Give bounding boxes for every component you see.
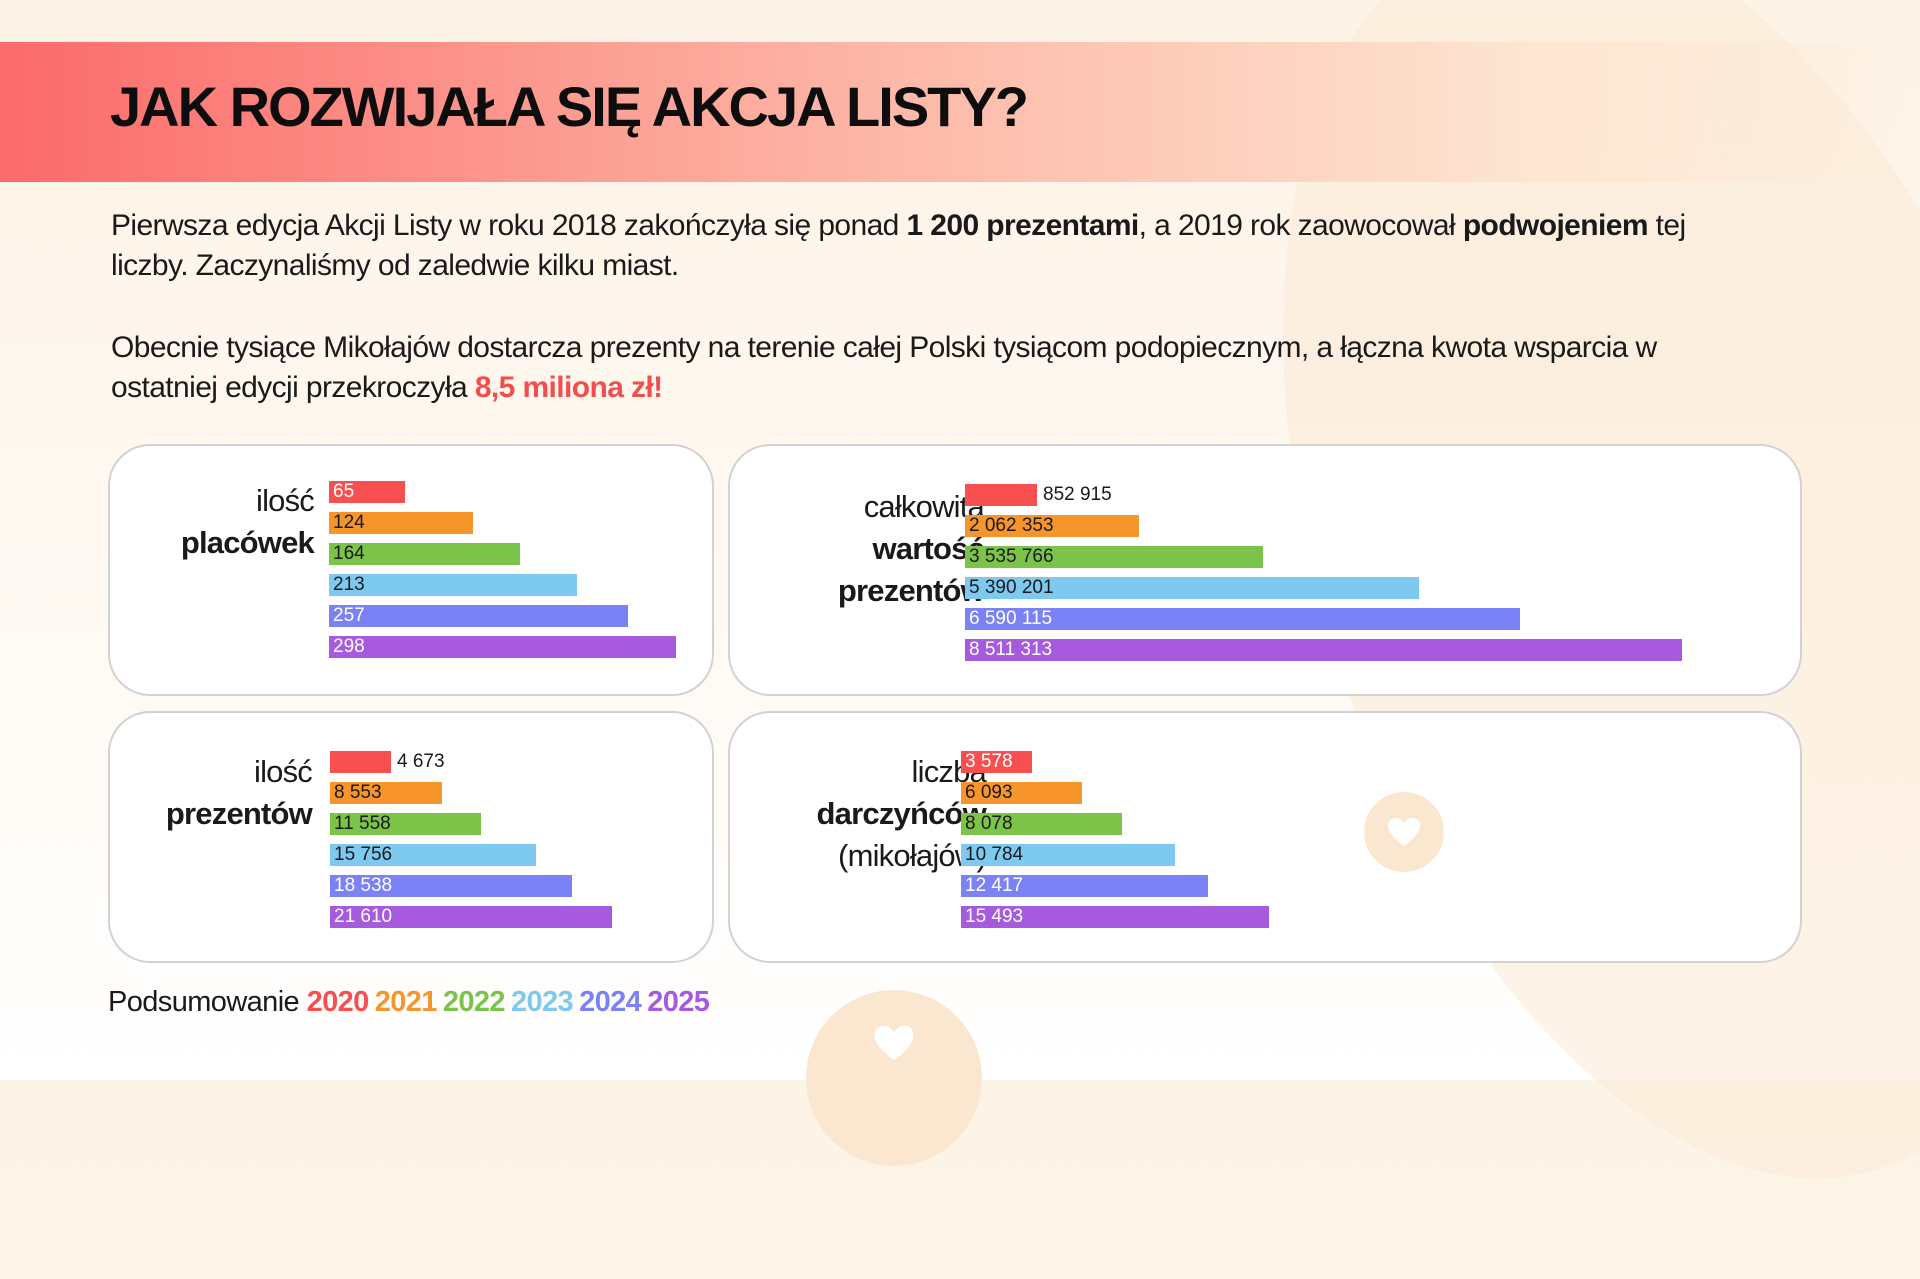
chart-label-bold: prezentów — [165, 796, 313, 831]
chart-label: ilość prezentów — [165, 751, 313, 835]
chart-label-bold: wartość prezentów — [837, 531, 985, 608]
bottom-heart-badge — [806, 990, 982, 1166]
bar-value-label: 15 756 — [334, 844, 393, 865]
bar-value-label: 257 — [333, 605, 365, 626]
bar-2021 — [961, 782, 1082, 804]
chart-card-wartosc: całkowita wartość prezentów 852 915 2 062… — [728, 444, 1802, 696]
bar-value-label: 213 — [333, 574, 365, 595]
intro-run: Obecnie tysiące Mikołajów dostarcza prez… — [111, 331, 1657, 404]
bar-2021 — [965, 515, 1139, 537]
intro-run: tej liczby. Zaczynaliśmy od zaledwie kil… — [111, 209, 1686, 282]
bar-value-label: 6 590 115 — [969, 608, 1053, 629]
bar-value-label: 8 511 313 — [969, 639, 1053, 660]
title-band — [0, 42, 1920, 182]
bar-2022 — [965, 546, 1263, 568]
bar-2022 — [329, 543, 520, 565]
bar-value-label: 2 062 353 — [969, 515, 1054, 536]
bar-2022 — [961, 813, 1122, 835]
bar-2024 — [330, 875, 572, 897]
bar-2023 — [330, 844, 536, 866]
chart-label-light: całkowita — [863, 489, 985, 524]
bar-2020 — [329, 481, 405, 503]
bar-2025 — [329, 636, 676, 658]
bar-2024 — [329, 605, 628, 627]
chart-card-placowki: ilość placówek 65 124 164 213 257 298 — [108, 444, 714, 696]
chart-card-darczyncy: liczba darczyńców (mikołajów) 3 578 6 093… — [728, 711, 1802, 963]
bar-2023 — [965, 577, 1419, 599]
bar-2024 — [961, 875, 1208, 897]
heart-badge — [1364, 792, 1444, 872]
bar-2021 — [329, 512, 473, 534]
legend-prefix: Podsumowanie — [108, 986, 300, 1018]
chart-label-bold: darczyńców — [816, 796, 987, 831]
bar-value-label: 3 535 766 — [969, 546, 1054, 567]
intro-run: podwojeniem — [1462, 209, 1649, 242]
bar-value-label: 21 610 — [334, 906, 393, 927]
chart-label: całkowita wartość prezentów — [794, 486, 985, 612]
bar-value-label: 15 493 — [965, 906, 1024, 927]
bar-value-label: 12 417 — [965, 875, 1024, 896]
heart-icon — [1388, 818, 1420, 846]
bar-value-label: 852 915 — [1043, 484, 1112, 505]
bar-value-label: 164 — [333, 543, 365, 564]
bar-value-label: 10 784 — [965, 844, 1024, 865]
heart-icon — [874, 1025, 914, 1061]
legend-year-2022: 2022 — [442, 986, 506, 1018]
chart-label: ilość placówek — [180, 480, 315, 564]
chart-card-prezenty: ilość prezentów 4 673 8 553 11 558 15 756 18… — [108, 711, 714, 963]
bar-value-label: 4 673 — [397, 751, 445, 772]
bar-value-label: 6 093 — [965, 782, 1013, 803]
legend-year-2024: 2024 — [579, 986, 642, 1018]
bar-2025 — [961, 906, 1269, 928]
chart-label: liczba darczyńców (mikołajów) — [816, 751, 987, 877]
legend-year-2020: 2020 — [306, 986, 370, 1018]
bar-2020 — [330, 751, 391, 773]
intro-text: Pierwsza edycja Akcji Listy w roku 2018 … — [111, 206, 1751, 450]
bar-2023 — [329, 574, 577, 596]
bar-2024 — [965, 608, 1520, 630]
bar-value-label: 124 — [333, 512, 365, 533]
bar-value-label: 298 — [333, 636, 365, 657]
intro-run: 1 200 prezentami — [906, 209, 1139, 242]
legend-year-2025: 2025 — [647, 986, 710, 1018]
bar-value-label: 8 078 — [965, 813, 1013, 834]
intro-run: Pierwsza edycja Akcji Listy w roku 2018 … — [111, 209, 907, 242]
bar-value-label: 3 578 — [965, 751, 1013, 772]
bar-2025 — [965, 639, 1682, 661]
bar-value-label: 8 553 — [334, 782, 382, 803]
legend-years: 2020 2021 2022 2023 2024 2025 — [307, 986, 716, 1018]
bar-2020 — [961, 751, 1032, 773]
bar-value-label: 65 — [333, 481, 355, 502]
intro-run: 8,5 miliona zł! — [474, 371, 663, 404]
legend-year-2021: 2021 — [374, 986, 438, 1018]
bar-2023 — [961, 844, 1175, 866]
bar-2022 — [330, 813, 481, 835]
chart-label-light: ilość — [253, 754, 313, 789]
bar-2020 — [965, 484, 1037, 506]
page-title: JAK ROZWIJAŁA SIĘ AKCJA LISTY? — [110, 75, 1029, 138]
legend-year-2023: 2023 — [510, 986, 574, 1018]
chart-label-bold: placówek — [180, 525, 315, 560]
bar-value-label: 11 558 — [334, 813, 391, 834]
bar-value-label: 18 538 — [334, 875, 393, 896]
intro-paragraph-2: Obecnie tysiące Mikołajów dostarcza prez… — [111, 328, 1751, 408]
intro-paragraph-1: Pierwsza edycja Akcji Listy w roku 2018 … — [111, 206, 1751, 286]
intro-run: , a 2019 rok zaowocował — [1138, 209, 1463, 242]
legend: Podsumowanie 2020 2021 2022 2023 2024 2025 — [108, 986, 715, 1019]
bar-value-label: 5 390 201 — [969, 577, 1054, 598]
bar-2021 — [330, 782, 442, 804]
bar-2025 — [330, 906, 612, 928]
chart-label-light: ilość — [255, 483, 315, 518]
